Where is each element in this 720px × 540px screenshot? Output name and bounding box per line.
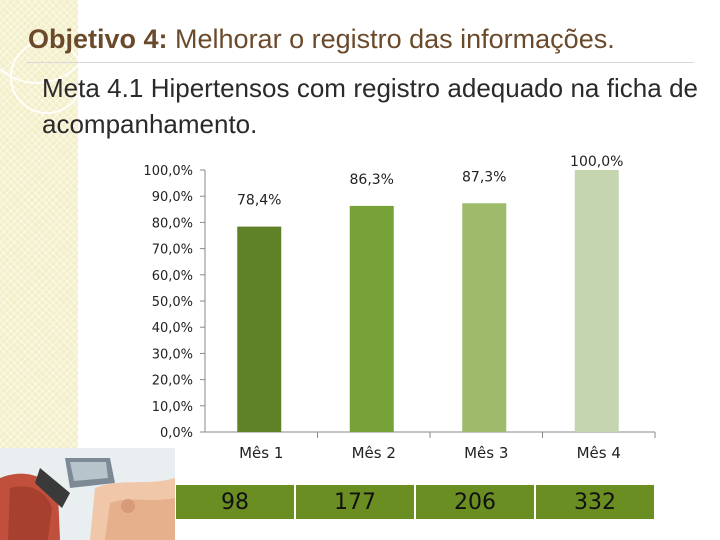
y-axis-ticks: 0,0% 10,0% 20,0% 30,0% 40,0% 50,0% 60,0% 70,0% 8… bbox=[143, 164, 205, 441]
bar bbox=[349, 205, 394, 432]
bar bbox=[574, 170, 619, 432]
title-divider bbox=[26, 62, 694, 63]
y-tick-label: 90,0% bbox=[152, 190, 193, 205]
y-tick-label: 40,0% bbox=[152, 321, 193, 336]
x-tick-label: Mês 3 bbox=[464, 444, 508, 462]
count-cell: 98 bbox=[176, 485, 294, 519]
y-tick-label: 20,0% bbox=[152, 374, 193, 389]
bar bbox=[237, 226, 282, 432]
blood-pressure-photo bbox=[0, 448, 175, 540]
y-tick-label: 80,0% bbox=[152, 216, 193, 231]
y-tick-label: 0,0% bbox=[160, 426, 193, 441]
x-tick-label: Mês 4 bbox=[577, 444, 621, 462]
title-rest: Melhorar o registro das informações. bbox=[167, 24, 615, 54]
bar-value-label: 86,3% bbox=[350, 172, 394, 188]
bar-value-label: 78,4% bbox=[237, 193, 281, 209]
bar-series bbox=[237, 170, 619, 432]
counts-row: 98 177 206 332 bbox=[176, 485, 656, 519]
bar bbox=[462, 203, 507, 432]
bar-value-label: 87,3% bbox=[462, 169, 506, 185]
count-cell: 177 bbox=[296, 485, 414, 519]
count-cell: 206 bbox=[416, 485, 534, 519]
count-cell: 332 bbox=[536, 485, 654, 519]
y-tick-label: 50,0% bbox=[152, 295, 193, 310]
y-tick-label: 100,0% bbox=[143, 164, 193, 179]
slide-title: Objetivo 4: Melhorar o registro das info… bbox=[28, 24, 615, 55]
y-tick-label: 60,0% bbox=[152, 269, 193, 284]
x-axis-ticks: Mês 1 Mês 2 Mês 3 Mês 4 bbox=[239, 432, 656, 462]
x-tick-label: Mês 1 bbox=[239, 444, 283, 462]
data-labels: 78,4% 86,3% 87,3% 100,0% bbox=[237, 154, 623, 209]
y-tick-label: 10,0% bbox=[152, 400, 193, 415]
x-tick-label: Mês 2 bbox=[352, 444, 396, 462]
bar-value-label: 100,0% bbox=[570, 154, 623, 170]
title-prefix: Objetivo 4: bbox=[28, 24, 168, 54]
y-tick-label: 30,0% bbox=[152, 347, 193, 362]
slide-subtitle: Meta 4.1 Hipertensos com registro adequa… bbox=[42, 73, 698, 139]
y-tick-label: 70,0% bbox=[152, 243, 193, 258]
decorative-circle bbox=[10, 40, 84, 114]
